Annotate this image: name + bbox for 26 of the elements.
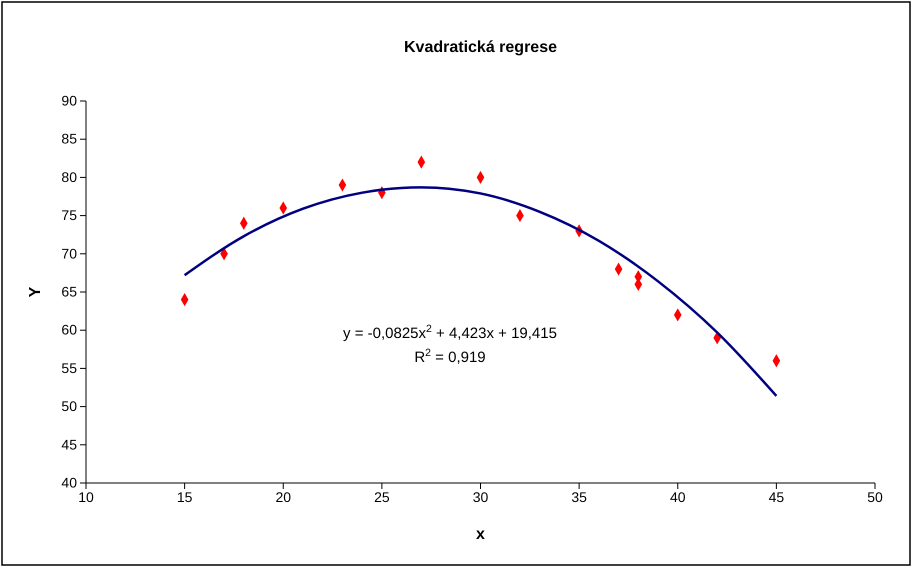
line-series [183,186,778,398]
y-tick-label: 75 [61,207,78,224]
y-tick-label: 70 [61,245,78,262]
chart-title: Kvadratická regrese [404,39,558,56]
annotation: R$^{2}$ = 0,919 [414,347,486,366]
y-tick-label: 90 [61,92,78,108]
x-axis-title: x [476,526,486,543]
y-tick-label: 45 [61,436,78,452]
annotation: y = -0,0825x$^{2}$ + 4,423x + 19,415 [343,323,557,342]
y-tick-label: 40 [61,474,78,490]
y-tick-label: 50 [61,398,78,414]
x-tick-label: 30 [472,488,488,505]
x-tick-label: 15 [176,488,193,505]
y-tick-label: 80 [61,168,78,185]
x-tick-label: 40 [670,488,686,505]
x-tick-label: 20 [275,488,292,505]
y-tick-label: 60 [61,322,78,338]
x-tick-label: 50 [867,488,883,505]
y-axis-title: Y [27,286,44,298]
x-tick-label: 25 [374,488,390,505]
y-tick-label: 65 [61,283,78,300]
y-tick-label: 55 [61,360,78,376]
x-tick-label: 10 [78,488,94,505]
y-tick-label: 85 [61,130,78,147]
x-tick-label: 35 [571,488,588,505]
x-tick-label: 45 [768,488,784,505]
